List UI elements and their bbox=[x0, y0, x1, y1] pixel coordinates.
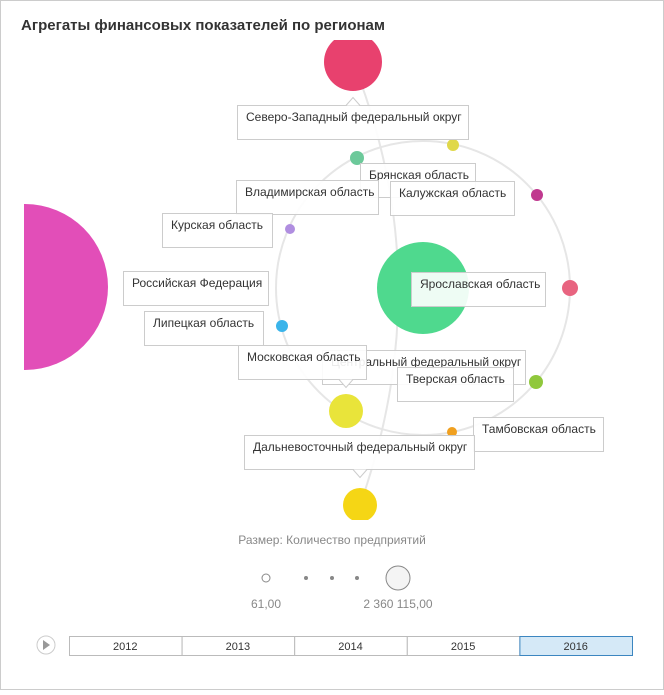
label-text: Тамбовская область bbox=[482, 422, 596, 436]
label-box bbox=[123, 271, 269, 306]
timeline-cell[interactable] bbox=[519, 636, 634, 656]
label-box bbox=[237, 105, 469, 140]
size-min-label: 61,00 bbox=[251, 597, 281, 611]
timeline-year[interactable]: 2013 bbox=[226, 641, 250, 653]
label-text: Московская область bbox=[247, 350, 361, 364]
node-label: Московская область bbox=[238, 345, 367, 389]
node[interactable] bbox=[531, 189, 543, 201]
label-text: Центральный федеральный округ bbox=[331, 355, 522, 369]
node-label: Калужская область bbox=[390, 181, 515, 216]
label-text: Липецкая область bbox=[153, 316, 254, 330]
label-text: Северо-Западный федеральный округ bbox=[246, 110, 462, 124]
node[interactable] bbox=[447, 139, 459, 151]
node-label: Ярославская область bbox=[411, 272, 546, 307]
play-button[interactable] bbox=[36, 635, 56, 655]
label-text: Калужская область bbox=[399, 186, 506, 200]
node[interactable] bbox=[350, 151, 364, 165]
node-label: Тамбовская область bbox=[473, 417, 604, 452]
size-max-label: 2 360 115,00 bbox=[363, 597, 433, 611]
label-text: Дальневосточный федеральный округ bbox=[253, 440, 468, 454]
size-max-icon bbox=[385, 565, 411, 591]
node-label: Тверская область bbox=[397, 367, 514, 402]
node[interactable] bbox=[285, 224, 295, 234]
node-label: Владимирская область bbox=[236, 180, 379, 215]
label-box bbox=[144, 311, 264, 346]
label-pointer bbox=[338, 379, 354, 389]
node[interactable] bbox=[529, 375, 543, 389]
label-box bbox=[473, 417, 604, 452]
timeline-year[interactable]: 2014 bbox=[338, 641, 362, 653]
node-label: Дальневосточный федеральный округ bbox=[244, 435, 475, 479]
timeline: 2012 2013 2014 2015 2016 bbox=[69, 636, 634, 656]
label-box bbox=[162, 213, 273, 248]
timeline-year[interactable]: 2015 bbox=[451, 641, 475, 653]
node-label: Липецкая область bbox=[144, 311, 264, 346]
node[interactable] bbox=[0, 204, 108, 370]
node-label: Курская область bbox=[162, 213, 273, 248]
label-text: Российская Федерация bbox=[132, 276, 262, 290]
label-text: Брянская область bbox=[369, 168, 469, 182]
node-label: Северо-Западный федеральный округ bbox=[237, 96, 469, 140]
node[interactable] bbox=[329, 394, 363, 428]
size-dot bbox=[330, 576, 334, 580]
label-box bbox=[244, 435, 475, 470]
label-box bbox=[236, 180, 379, 215]
label-box bbox=[411, 272, 546, 307]
label-text: Ярославская область bbox=[420, 277, 540, 291]
timeline-year[interactable]: 2016 bbox=[563, 641, 587, 653]
label-box bbox=[390, 181, 515, 216]
node[interactable] bbox=[324, 33, 382, 91]
label-text: Курская область bbox=[171, 218, 263, 232]
size-dot bbox=[355, 576, 359, 580]
size-legend-title: Размер: Количество предприятий bbox=[238, 533, 426, 547]
label-text: Тверская область bbox=[406, 372, 505, 386]
label-text: Владимирская область bbox=[245, 185, 374, 199]
label-box bbox=[397, 367, 514, 402]
size-min-icon bbox=[261, 573, 271, 583]
timeline-year[interactable]: 2012 bbox=[113, 641, 137, 653]
play-icon[interactable] bbox=[43, 640, 50, 650]
size-dot bbox=[304, 576, 308, 580]
node-label: Российская Федерация bbox=[123, 271, 269, 306]
label-pointer bbox=[352, 469, 368, 479]
title: Агрегаты финансовых показателей по регио… bbox=[21, 17, 385, 34]
label-box bbox=[238, 345, 367, 380]
label-pointer bbox=[345, 96, 361, 106]
node[interactable] bbox=[343, 488, 377, 522]
node[interactable] bbox=[276, 320, 288, 332]
node[interactable] bbox=[447, 427, 457, 437]
node[interactable] bbox=[562, 280, 578, 296]
